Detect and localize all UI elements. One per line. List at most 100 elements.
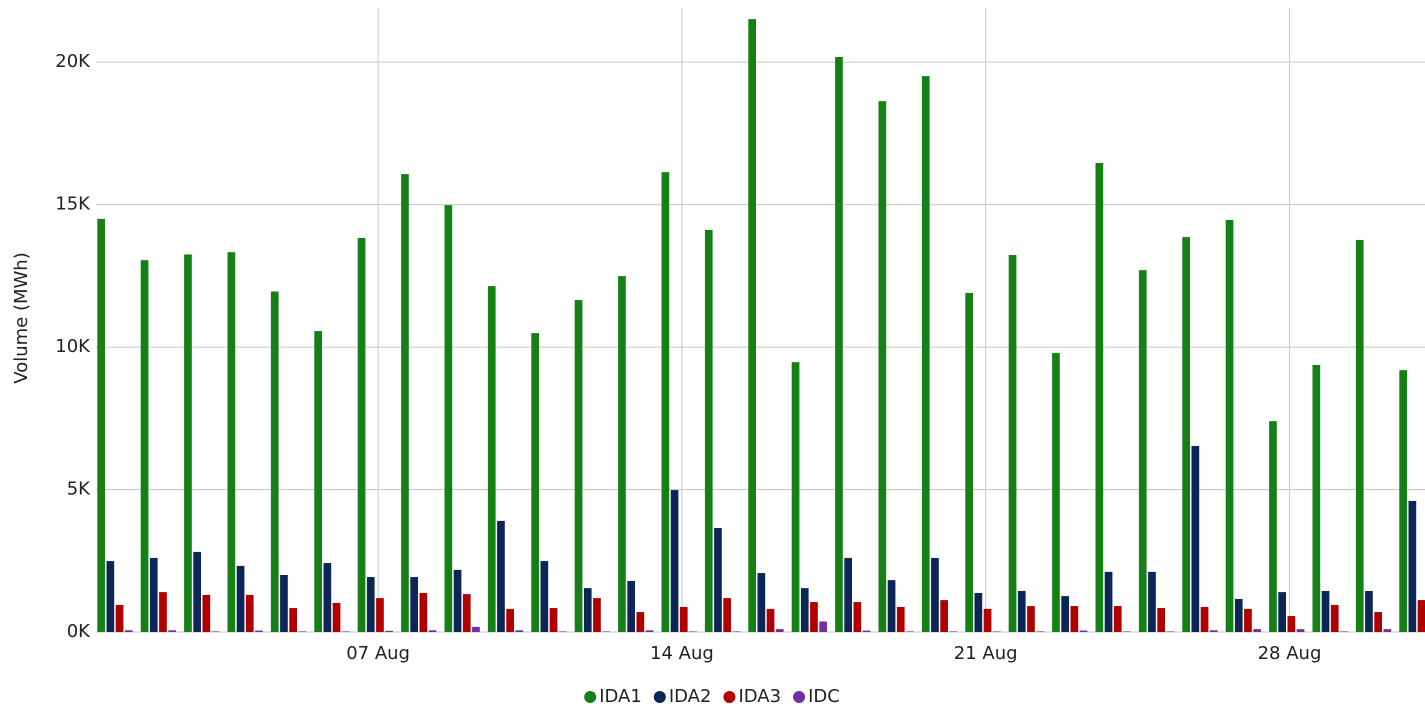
bar <box>1182 237 1190 632</box>
bar <box>1200 606 1209 632</box>
bar <box>1399 370 1407 632</box>
bar <box>835 57 843 632</box>
bar <box>1234 598 1243 632</box>
bar <box>1355 239 1364 632</box>
bar <box>732 631 741 632</box>
bar <box>332 602 341 632</box>
bar <box>689 631 697 632</box>
bar <box>1408 500 1417 632</box>
bar <box>1209 630 1218 632</box>
bar <box>298 631 307 632</box>
y-tick-label: 15K <box>55 194 91 215</box>
bar <box>1253 629 1261 632</box>
bar <box>531 333 539 632</box>
bar <box>965 292 973 632</box>
bar <box>1017 590 1026 632</box>
bar <box>289 608 297 632</box>
bar <box>1374 612 1382 632</box>
x-tick-label: 14 Aug <box>650 643 714 664</box>
bar <box>549 608 558 632</box>
bar <box>940 600 948 632</box>
legend-label: IDC <box>808 686 840 707</box>
legend-marker <box>653 691 666 703</box>
bar <box>627 580 635 632</box>
legend-label: IDA3 <box>738 686 781 707</box>
bar <box>1061 596 1069 632</box>
bar <box>366 577 375 632</box>
y-tick-label: 20K <box>55 51 91 72</box>
bar <box>896 606 905 632</box>
bar <box>636 612 645 632</box>
bar <box>1321 590 1330 632</box>
bar <box>1079 630 1088 632</box>
bar <box>453 569 462 632</box>
bar <box>227 252 236 633</box>
bar <box>202 594 211 632</box>
legend-item[interactable]: IDA3 <box>723 686 781 707</box>
legend-item[interactable]: IDA2 <box>653 686 712 707</box>
bar <box>184 254 192 632</box>
bar <box>878 101 887 632</box>
bar <box>115 604 124 632</box>
bar <box>757 573 766 632</box>
y-tick-label: 10K <box>55 336 91 357</box>
bar <box>602 631 610 632</box>
bar <box>245 594 254 632</box>
bar <box>1296 629 1305 632</box>
bar <box>645 630 654 632</box>
bar <box>670 490 679 632</box>
bar <box>593 598 601 632</box>
bar <box>853 602 862 632</box>
bar <box>1340 631 1348 632</box>
legend: IDA1 IDA2 IDA3 IDC <box>584 686 840 707</box>
bar <box>540 561 549 632</box>
bar <box>168 630 176 632</box>
bar <box>341 631 350 632</box>
bar <box>1312 365 1321 632</box>
bar <box>844 557 852 632</box>
bar <box>255 630 263 632</box>
bar <box>931 557 939 632</box>
bar <box>1166 631 1175 632</box>
bar <box>1095 163 1104 632</box>
bar <box>800 588 809 632</box>
bar <box>1138 270 1147 632</box>
bar <box>515 630 524 632</box>
x-tick-label: 07 Aug <box>346 643 410 664</box>
bar <box>992 631 1001 632</box>
bar <box>558 631 567 632</box>
bar <box>97 218 105 633</box>
legend-item[interactable]: IDA1 <box>584 686 642 707</box>
bar <box>472 626 480 632</box>
x-tick-label: 28 Aug <box>1258 643 1322 664</box>
bar <box>1113 606 1122 632</box>
bar <box>1330 604 1339 632</box>
bar <box>1052 353 1060 632</box>
bar <box>401 174 409 633</box>
bar <box>862 630 871 632</box>
bar <box>1008 255 1017 632</box>
bar <box>280 575 288 632</box>
legend-item[interactable]: IDC <box>793 686 840 707</box>
bar <box>1123 631 1131 632</box>
bar <box>906 631 914 632</box>
bar <box>211 631 220 632</box>
bar <box>323 563 332 632</box>
legend-label: IDA1 <box>599 686 642 707</box>
bar <box>193 551 201 632</box>
bar <box>583 588 592 632</box>
x-tick-label: 21 Aug <box>954 643 1018 664</box>
bar <box>704 229 713 632</box>
bar <box>497 520 505 632</box>
bar <box>270 291 279 632</box>
bar <box>748 19 756 633</box>
bar <box>376 598 384 632</box>
bar <box>775 629 784 632</box>
bar <box>106 561 115 632</box>
bar <box>357 237 366 632</box>
bar <box>419 592 428 632</box>
bar <box>766 608 775 632</box>
bar <box>1269 421 1277 632</box>
bar <box>462 594 471 632</box>
